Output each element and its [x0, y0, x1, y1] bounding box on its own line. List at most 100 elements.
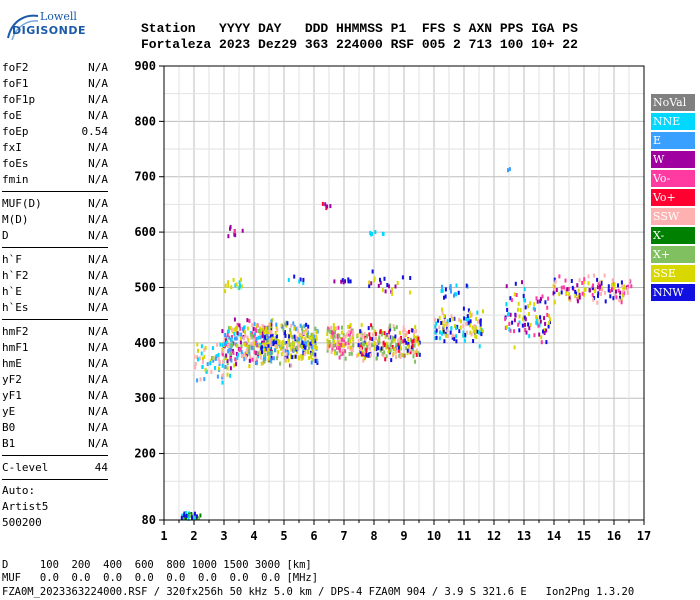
echo-point: [269, 328, 272, 333]
x-tick-label: 5: [280, 529, 287, 543]
echo-point: [456, 324, 459, 329]
param-value: N/A: [88, 141, 108, 154]
echo-point: [609, 294, 612, 299]
echo-point: [282, 327, 285, 332]
x-tick-label: 12: [487, 529, 501, 543]
echo-point: [269, 330, 272, 335]
echo-point: [479, 319, 482, 324]
echo-point: [525, 330, 528, 335]
echo-point: [395, 342, 398, 347]
param-name: h`F: [2, 253, 22, 266]
echo-point: [217, 356, 220, 361]
echo-point: [583, 279, 586, 284]
echo-point: [250, 341, 253, 346]
echo-point: [343, 335, 346, 340]
echo-point: [295, 345, 298, 350]
param-value: N/A: [88, 269, 108, 282]
echo-point: [271, 338, 273, 343]
echo-point: [211, 356, 214, 360]
param-separator: [2, 191, 108, 192]
echo-point: [321, 201, 324, 206]
echo-point: [615, 289, 617, 294]
echo-point: [385, 354, 388, 359]
param-value: N/A: [88, 157, 108, 170]
legend-item-vo: Vo-: [651, 170, 695, 187]
echo-point: [253, 322, 256, 327]
echo-point: [263, 354, 265, 359]
param-row-fof1p: foF1p N/A: [2, 92, 108, 108]
echo-point: [235, 362, 237, 367]
echo-point: [378, 335, 381, 340]
echo-point: [368, 284, 371, 289]
echo-point: [334, 343, 337, 348]
echo-point: [326, 338, 329, 343]
echo-point: [521, 280, 523, 285]
echo-point: [546, 305, 549, 310]
echo-point: [622, 290, 625, 294]
echo-point: [406, 351, 409, 356]
echo-point: [465, 322, 468, 326]
echo-point: [212, 356, 215, 360]
echo-point: [524, 317, 527, 322]
echo-point: [366, 345, 369, 350]
echo-point: [446, 319, 449, 324]
echo-point: [265, 344, 268, 349]
x-tick-label: 8: [370, 529, 377, 543]
echo-point: [621, 283, 624, 288]
echo-point: [445, 321, 448, 326]
echo-point: [341, 325, 343, 330]
echo-point: [314, 345, 317, 350]
logo-swoosh-icon: [7, 14, 39, 41]
echo-point: [221, 329, 224, 334]
echo-point: [286, 321, 289, 326]
param-value: N/A: [88, 285, 108, 298]
echo-point: [253, 335, 256, 340]
echo-point: [233, 229, 236, 234]
echo-point: [449, 330, 452, 335]
param-row-d: D N/A: [2, 228, 108, 244]
echo-point: [310, 354, 313, 359]
echo-point: [472, 329, 475, 334]
echo-point: [382, 343, 385, 348]
echo-point: [440, 289, 443, 293]
echo-point: [328, 340, 331, 345]
echo-point: [303, 324, 306, 329]
echo-point: [225, 340, 228, 345]
echo-point: [509, 328, 512, 333]
echo-point: [397, 338, 400, 343]
echo-point: [344, 349, 347, 354]
echo-point: [315, 334, 318, 339]
echo-point: [360, 331, 363, 336]
echo-point: [330, 350, 333, 355]
echo-point: [413, 334, 416, 339]
echo-point: [224, 333, 227, 337]
echo-point: [383, 343, 386, 348]
echo-point: [553, 299, 556, 304]
echo-point: [507, 168, 509, 173]
echo-point: [248, 364, 251, 368]
echo-point: [409, 290, 412, 295]
echo-point: [538, 332, 541, 337]
echo-point: [522, 293, 525, 298]
echo-point: [224, 335, 227, 340]
echo-point: [259, 355, 262, 360]
echo-point: [187, 516, 190, 521]
echo-point: [467, 308, 470, 313]
parameter-panel: foF2 N/A foF1 N/A foF1p N/A foE N/A foEp 0.54 fxI N…: [2, 60, 108, 476]
echo-point: [518, 328, 521, 333]
echo-point: [267, 347, 270, 352]
echo-point: [330, 325, 333, 330]
echo-point: [524, 305, 527, 310]
echo-point: [273, 338, 276, 343]
echo-point: [281, 345, 284, 350]
echo-point: [256, 343, 259, 348]
echo-point: [362, 358, 365, 363]
echo-point: [560, 285, 563, 290]
echo-point: [558, 292, 561, 297]
echo-point: [243, 342, 246, 347]
echo-point: [294, 337, 297, 342]
echo-point: [265, 329, 268, 334]
echo-point: [280, 323, 283, 328]
echo-point: [379, 329, 382, 334]
echo-point: [375, 347, 378, 352]
